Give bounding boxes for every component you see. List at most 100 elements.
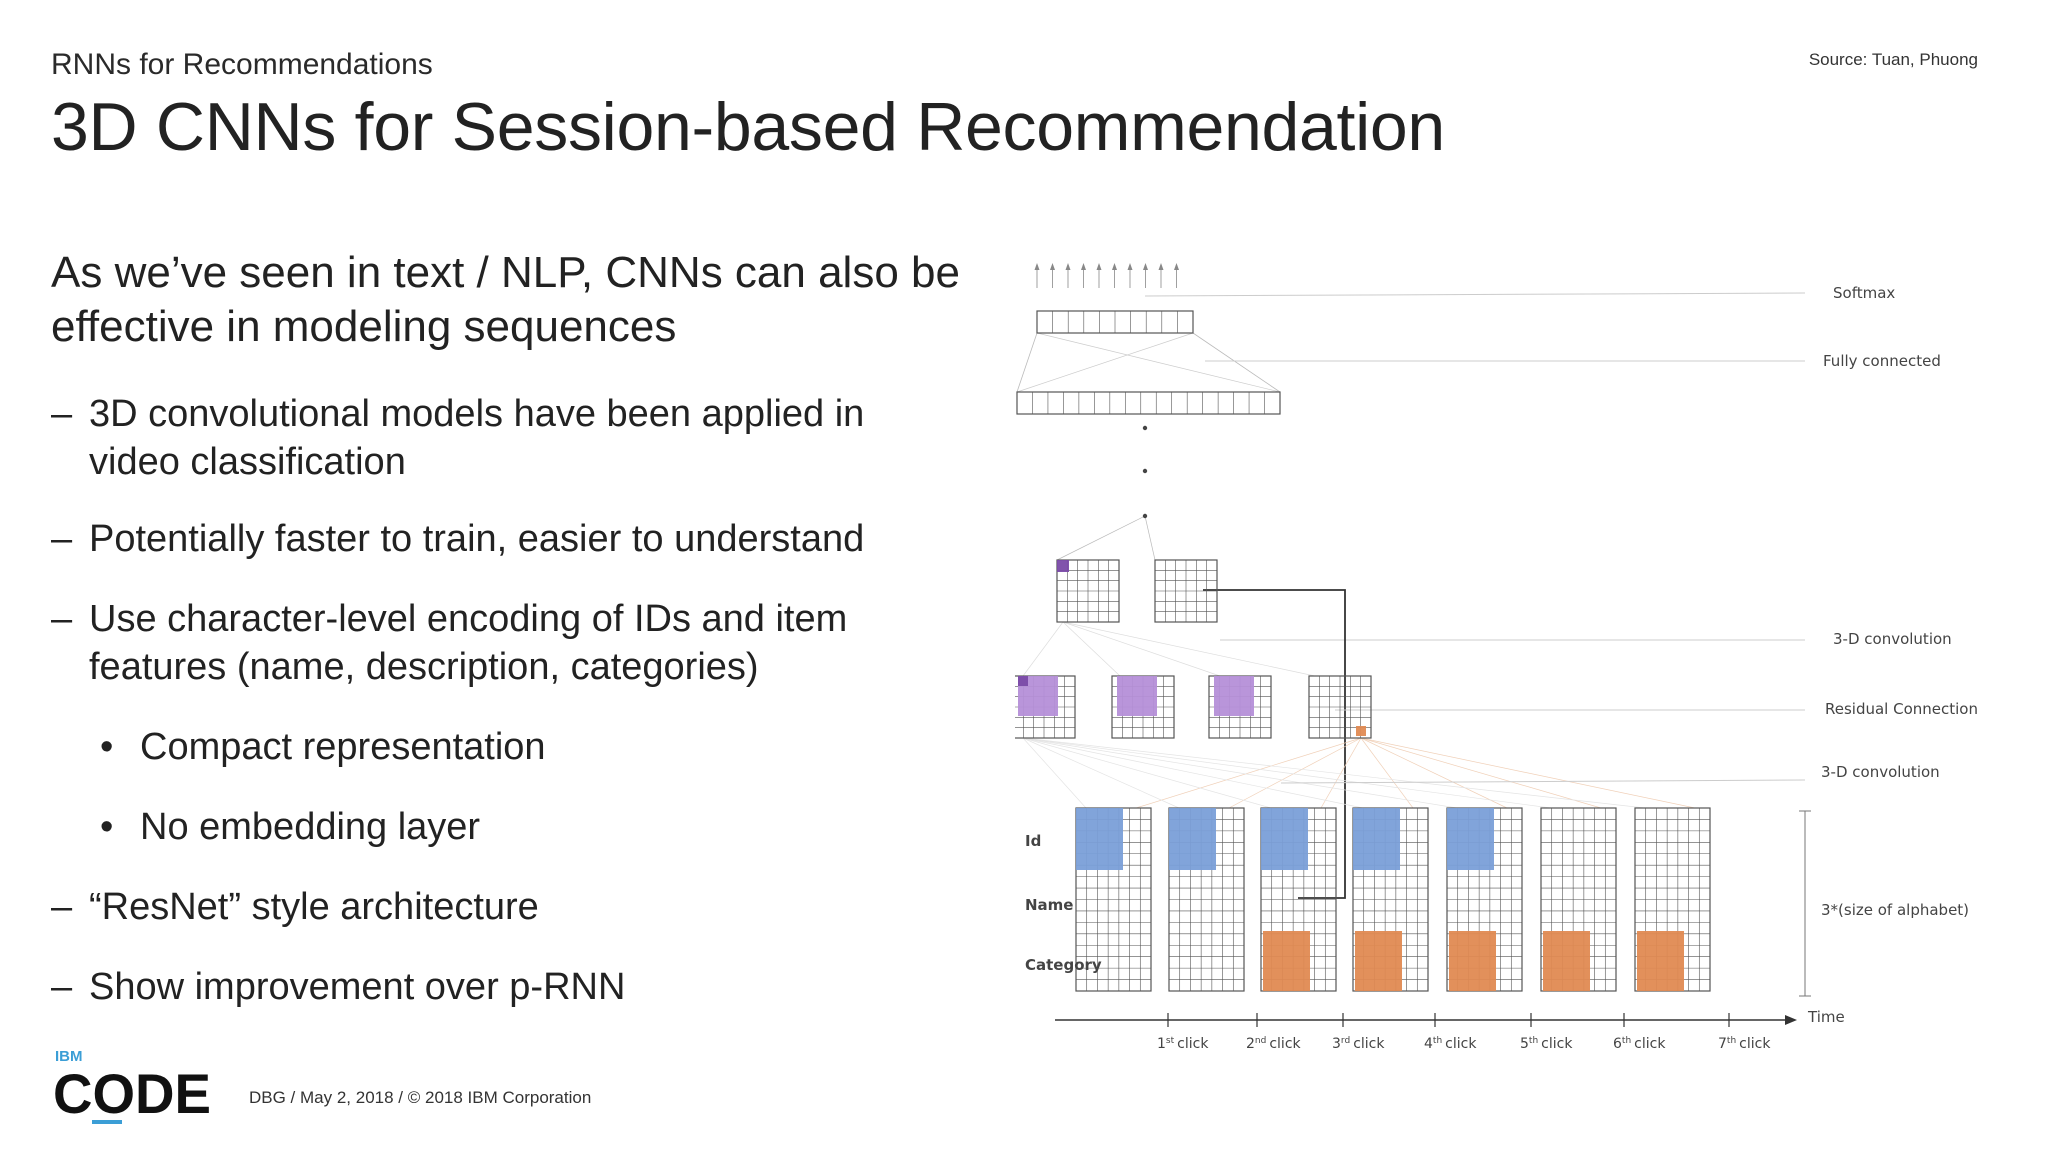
intro-text: As we’ve seen in text / NLP, CNNs can al… [51, 248, 960, 351]
conv-filter-block [1214, 676, 1254, 716]
category-encoding-block [1543, 931, 1590, 991]
click-number: 1 [1157, 1036, 1166, 1052]
grid-cells [1155, 560, 1217, 622]
conv-kernel-cell [1018, 676, 1028, 686]
sub-bullet-item: • Compact representation [100, 723, 960, 771]
label-alphabet-size: 3*(size of alphabet) [1821, 901, 1969, 919]
bullet-text: “ResNet” style architecture [89, 886, 539, 928]
dash-marker: – [51, 966, 73, 1008]
category-encoding-block [1449, 931, 1496, 991]
connection-lines [1016, 263, 1811, 1027]
click-label: 6th click [1613, 1036, 1666, 1052]
ibm-code-logo: IBM CODE [53, 1048, 211, 1125]
connector-line [1135, 737, 1362, 809]
residual-connection-line [1203, 589, 1346, 899]
click-word: click [1445, 1036, 1477, 1052]
connector-line [1022, 737, 1552, 809]
connector-line [1022, 737, 1364, 809]
bullet-text: Potentially faster to train, easier to u… [89, 518, 865, 560]
dash-marker: – [51, 393, 73, 435]
id-encoding-block [1169, 808, 1216, 870]
conv-layer-top-grid [1056, 559, 1120, 623]
id-encoding-block [1261, 808, 1308, 870]
grid-cells [1057, 560, 1119, 622]
ellipsis-dot [1142, 513, 1148, 519]
bullet-text: Compact representation [140, 726, 546, 768]
connector-line [1036, 332, 1281, 393]
connector-line [1022, 621, 1064, 677]
click-number: 5 [1520, 1036, 1529, 1052]
bullet-text: Use character-level encoding of IDs and … [89, 598, 848, 688]
arrow-head [1081, 263, 1086, 270]
label-row-category: Category [1025, 956, 1102, 974]
footer-text: DBG / May 2, 2018 / © 2018 IBM Corporati… [249, 1088, 592, 1107]
bullet-item: – Potentially faster to train, easier to… [51, 515, 951, 563]
label-row-id: Id [1025, 832, 1041, 850]
connector-line [1022, 737, 1272, 809]
bullet-item: – Show improvement over p-RNN [51, 963, 951, 1011]
click-number: 6 [1613, 1036, 1622, 1052]
click-label: 4th click [1424, 1036, 1477, 1052]
connector-line [1022, 737, 1180, 809]
connector-line [1062, 621, 1316, 677]
slide-title: 3D CNNs for Session-based Recommendation [51, 89, 1445, 165]
label-row-name: Name [1025, 896, 1073, 914]
label-time: Time [1807, 1008, 1845, 1026]
sub-bullet-item: • No embedding layer [100, 803, 960, 851]
grid-layers [1015, 310, 1711, 992]
connector-line [1280, 779, 1806, 784]
bullet-text: 3D convolutional models have been applie… [89, 393, 865, 483]
id-encoding-block [1353, 808, 1400, 870]
logo-big-text: CODE [53, 1062, 211, 1125]
click-suffix: rd [1341, 1036, 1350, 1046]
click-suffix: th [1433, 1036, 1442, 1046]
connector-line [1022, 737, 1646, 809]
click-suffix: st [1166, 1036, 1175, 1046]
dash-marker: – [51, 518, 73, 560]
arrow-head [1065, 263, 1071, 270]
grid-cells [1032, 392, 1265, 414]
ellipsis-dot [1142, 425, 1148, 431]
bullet-item: – 3D convolutional models have been appl… [51, 390, 951, 486]
arrow-head [1096, 263, 1102, 270]
connector-line [1144, 292, 1806, 297]
click-word: click [1739, 1036, 1771, 1052]
category-encoding-block [1355, 931, 1402, 991]
section-kicker: RNNs for Recommendations [51, 48, 433, 81]
dash-marker: – [51, 598, 73, 640]
connector-line [1016, 332, 1038, 393]
category-encoding-block [1637, 931, 1684, 991]
conv-kernel-cell [1057, 560, 1069, 572]
connector-line [1144, 515, 1156, 561]
bullet-text: No embedding layer [140, 806, 481, 848]
bullet-item: – Use character-level encoding of IDs an… [51, 595, 951, 691]
fully-connected-layer [1016, 391, 1281, 415]
connector-line [1192, 332, 1281, 393]
label-softmax: Softmax [1833, 284, 1895, 302]
label-residual: Residual Connection [1825, 700, 1978, 718]
conv-layer-mid-grid [1308, 675, 1372, 739]
label-fully-connected: Fully connected [1823, 352, 1941, 370]
grid-cells [1309, 676, 1371, 738]
dash-marker: – [51, 886, 73, 928]
click-word: click [1269, 1036, 1301, 1052]
softmax-layer [1036, 310, 1194, 334]
dot-marker: • [100, 726, 114, 768]
click-label: 1st click [1157, 1036, 1209, 1052]
grid-border [1016, 391, 1281, 415]
grid-cells [1052, 311, 1178, 333]
arrow-head [1034, 263, 1040, 270]
click-number: 4 [1424, 1036, 1433, 1052]
logo-underline [92, 1120, 122, 1124]
click-word: click [1634, 1036, 1666, 1052]
click-number: 3 [1332, 1036, 1341, 1052]
click-number: 2 [1246, 1036, 1255, 1052]
connector-line [1360, 737, 1602, 809]
arrow-head [1143, 263, 1148, 270]
click-label: 2nd click [1246, 1036, 1302, 1052]
conv-layer-top-grid [1154, 559, 1218, 623]
label-conv-bottom: 3-D convolution [1821, 763, 1940, 781]
ellipsis-dot [1142, 468, 1148, 474]
bullet-text: Show improvement over p-RNN [89, 966, 626, 1008]
connector-line [1320, 737, 1362, 809]
